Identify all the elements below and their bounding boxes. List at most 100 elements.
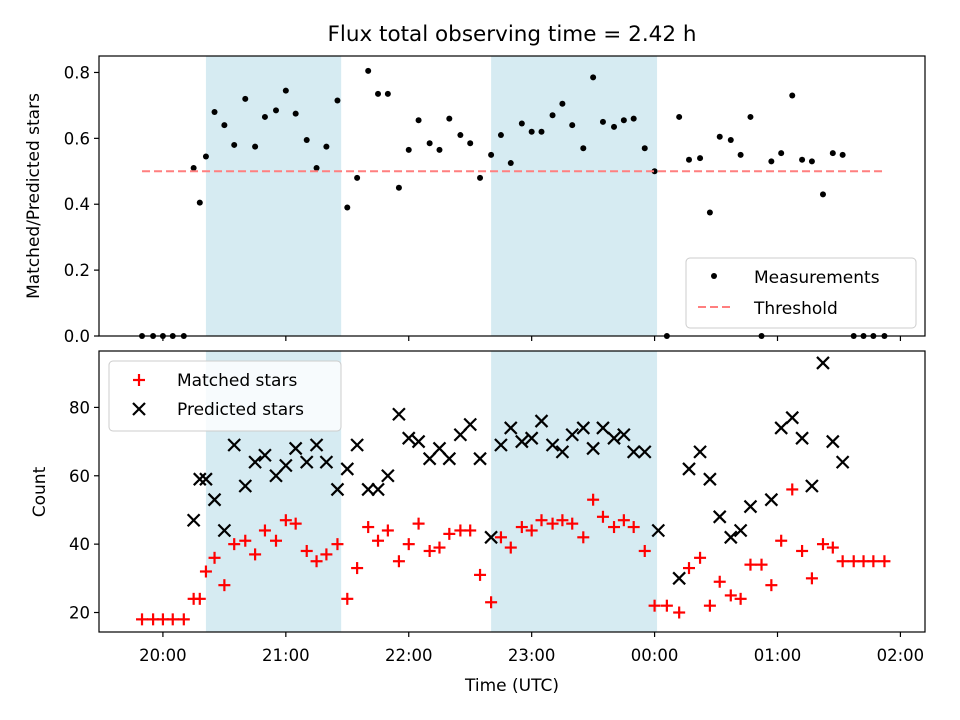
predicted-star-point (330, 482, 345, 497)
matched-star-point (627, 521, 640, 534)
matched-star-point (381, 524, 394, 537)
predicted-star-point (381, 468, 395, 483)
matched-star-point (577, 531, 590, 544)
ratio-panel-shaded-intervals (205, 56, 658, 336)
matched-star-point (660, 599, 673, 612)
predicted-star-point (724, 530, 738, 545)
x-tick-label: 23:00 (508, 646, 556, 665)
measurement-point (292, 110, 299, 117)
matched-star-point (372, 534, 385, 547)
measurement-point (727, 137, 734, 143)
predicted-star-point (288, 441, 303, 456)
legend-predicted-marker (132, 402, 146, 416)
predicted-star-point (651, 523, 666, 538)
measurement-point (549, 112, 556, 119)
predicted-star-point (586, 441, 600, 456)
measurement-point (354, 174, 361, 181)
measurement-point (344, 204, 351, 211)
legend-frame (685, 257, 917, 329)
matched-star-point (775, 534, 788, 547)
measurement-point (384, 90, 391, 97)
measurement-point (242, 95, 249, 102)
matched-star-point (228, 538, 241, 551)
measurement-point (716, 133, 723, 140)
measurement-point (231, 141, 238, 148)
measurement-point (839, 151, 846, 158)
matched-star-point (836, 555, 849, 568)
predicted-star-point (826, 434, 840, 449)
measurement-point (768, 158, 775, 165)
predicted-star-point (442, 451, 457, 466)
predicted-star-point (340, 462, 355, 476)
matched-star-point (556, 514, 569, 527)
measurement-point (196, 199, 203, 206)
measurement-point (697, 155, 704, 162)
matched-star-point (310, 555, 323, 568)
predicted-star-point (207, 492, 222, 507)
measurement-point (590, 74, 597, 81)
measurement-point (282, 87, 289, 94)
matched-star-point (474, 568, 487, 581)
predicted-star-point (186, 513, 201, 527)
measurement-point (395, 184, 402, 191)
predicted-star-point (672, 571, 686, 586)
measurement-point (651, 168, 658, 175)
matched-star-point (300, 544, 313, 557)
matched-star-point (320, 548, 333, 561)
matched-star-point (289, 517, 302, 530)
matched-star-point (703, 599, 716, 612)
predicted-star-point (473, 451, 487, 466)
matched-star-point (402, 538, 415, 551)
measurement-point (211, 109, 218, 115)
measurement-point (436, 146, 443, 153)
measurement-point (808, 158, 815, 165)
matched-star-point (525, 524, 538, 537)
matched-star-point (239, 534, 252, 547)
measurement-point (829, 150, 836, 157)
x-tick-label: 01:00 (754, 646, 802, 665)
x-tick-label: 21:00 (262, 646, 310, 665)
y-tick-label: 0.4 (64, 195, 90, 214)
shaded-interval-1 (205, 56, 342, 336)
matched-star-point (878, 555, 891, 568)
predicted-star-point (199, 472, 213, 486)
predicted-star-point (733, 523, 748, 538)
ratio-panel-data (139, 67, 888, 339)
x-tick-label: 22:00 (385, 646, 433, 665)
measurement-point (747, 113, 754, 120)
predicted-star-point (785, 410, 800, 425)
measurement-point (313, 165, 320, 171)
measurement-point (221, 122, 228, 129)
predicted-star-point (816, 356, 830, 370)
matched-star-point (362, 521, 375, 534)
ratio-panel-legend: Measurements Threshold (685, 257, 917, 329)
matched-star-point (648, 599, 661, 612)
measurement-point (375, 90, 382, 97)
y-tick-label: 0.8 (64, 63, 90, 82)
predicted-star-point (555, 445, 570, 459)
predicted-star-point (411, 434, 426, 449)
matched-star-point (826, 541, 839, 554)
predicted-star-point (361, 482, 375, 497)
measurement-point (190, 165, 197, 171)
matched-star-point (208, 551, 221, 564)
measurement-point (273, 107, 279, 114)
shaded-interval-2 (491, 56, 658, 336)
shaded-interval-2 (491, 351, 658, 632)
y-tick-label: 20 (69, 604, 90, 623)
matched-star-point (587, 493, 600, 506)
predicted-star-point (596, 421, 610, 435)
y-tick-label: 0.2 (64, 261, 90, 280)
matched-star-point (796, 544, 809, 557)
matched-star-point (724, 589, 737, 602)
predicted-star-point (795, 431, 809, 445)
matched-star-point (464, 524, 477, 537)
measurement-point (559, 100, 566, 107)
measurement-point (303, 137, 310, 143)
count-panel-legend: Matched stars Predicted stars (108, 360, 342, 432)
measurement-point (569, 122, 576, 129)
measurement-point (415, 117, 422, 124)
matched-star-point (331, 538, 344, 551)
measurement-point (507, 160, 514, 167)
matched-star-point (596, 510, 609, 523)
